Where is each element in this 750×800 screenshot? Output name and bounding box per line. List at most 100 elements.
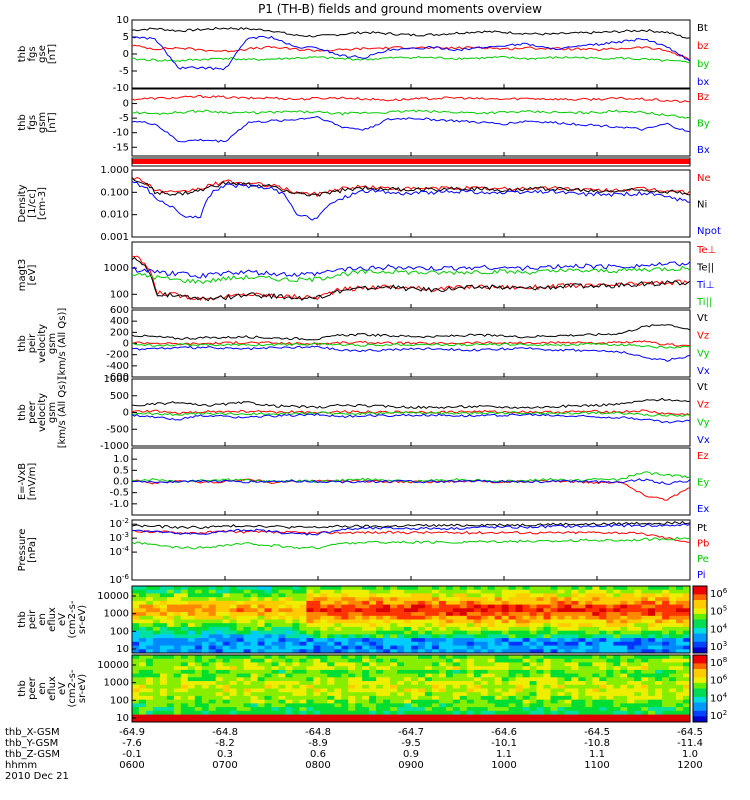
spectrogram-cell (557, 634, 565, 639)
spectrogram-cell (438, 658, 447, 663)
spectrogram-cell (487, 597, 496, 602)
spectrogram-cell (327, 626, 335, 631)
spectrogram-cell (355, 669, 363, 674)
spectrogram-cell (397, 677, 405, 682)
spectrogram-cell (501, 669, 510, 674)
ytick-label: -500 (106, 424, 129, 435)
spectrogram-cell (139, 641, 147, 646)
spectrogram-cell (438, 638, 447, 643)
spectrogram-cell (578, 699, 586, 704)
spectrogram-cell (522, 638, 530, 643)
panel-2-frame (131, 88, 691, 157)
spectrogram-cell (306, 604, 314, 609)
spectrogram-cell (634, 600, 642, 605)
spectrogram-cell (592, 669, 600, 674)
spectrogram-cell (132, 692, 140, 697)
spectrogram-cell (257, 658, 265, 663)
spectrogram-cell (676, 684, 684, 689)
spectrogram-cell (271, 604, 279, 609)
spectrogram-cell (278, 649, 286, 654)
spectrogram-cell (571, 718, 579, 723)
ytick-label: -1.0 (109, 499, 129, 510)
panel-9-ylabel: Pressure[nPa] (17, 529, 38, 572)
spectrogram-cell (257, 589, 265, 594)
spectrogram-cell (487, 662, 496, 667)
spectrogram-cell (201, 626, 210, 631)
spectrogram-cell (236, 673, 244, 678)
spectrogram-cell (480, 638, 489, 643)
spectrogram-cell (369, 630, 377, 635)
spectrogram-cell (411, 677, 419, 682)
spectrogram-cell (145, 612, 154, 617)
spectrogram-cell (571, 604, 579, 609)
spectrogram-cell (662, 649, 670, 654)
spectrogram-cell (634, 684, 642, 689)
spectrogram-cell (187, 710, 196, 715)
spectrogram-cell (152, 684, 161, 689)
spectrogram-cell (397, 641, 405, 646)
spectrogram-cell (557, 612, 565, 617)
spectrogram-cell (292, 612, 300, 617)
spectrogram-cell (173, 630, 182, 635)
spectrogram-cell (229, 684, 237, 689)
spectrogram-cell (606, 666, 614, 671)
legend-entry: Pt (697, 523, 707, 534)
spectrogram-cell (306, 703, 314, 708)
spectrogram-cell (139, 718, 147, 723)
spectrogram-cell (676, 634, 684, 639)
spectrogram-cell (397, 710, 405, 715)
spectrogram-cell (285, 626, 293, 631)
spectrogram-cell (292, 677, 300, 682)
xaxis-value: -10.8 (584, 738, 610, 749)
spectrogram-cell (152, 710, 161, 715)
spectrogram-cell (341, 586, 349, 591)
spectrogram-cell (418, 586, 426, 591)
spectrogram-cell (634, 673, 642, 678)
spectrogram-cell (215, 662, 224, 667)
spectrogram-cell (606, 626, 614, 631)
spectrogram-cell (369, 718, 377, 723)
spectrogram-cell (334, 666, 342, 671)
spectrogram-cell (271, 630, 279, 635)
spectrogram-cell (320, 703, 328, 708)
spectrogram-cell (592, 608, 600, 613)
spectrogram-cell (292, 634, 300, 639)
spectrogram-cell (139, 699, 147, 704)
spectrogram-cell (243, 669, 251, 674)
spectrogram-cell (334, 707, 342, 712)
spectrogram-cell (418, 626, 426, 631)
spectrogram-cell (515, 710, 523, 715)
spectrogram-cell (145, 669, 154, 674)
spectrogram-cell (411, 695, 419, 700)
spectrogram-cell (634, 638, 642, 643)
spectrogram-cell (452, 669, 461, 674)
spectrogram-cell (145, 688, 154, 693)
xaxis-value: 0.6 (310, 749, 326, 760)
spectrogram-cell (431, 586, 440, 591)
spectrogram-cell (669, 699, 677, 704)
spectrogram-cell (348, 586, 356, 591)
spectrogram-cell (327, 619, 335, 624)
spectrogram-cell (341, 615, 349, 620)
xaxis-value: -7.6 (122, 738, 142, 749)
colorbar-cell (693, 619, 707, 623)
spectrogram-cell (369, 619, 377, 624)
spectrogram-cell (362, 710, 370, 715)
spectrogram-cell (369, 626, 377, 631)
spectrogram-cell (606, 677, 614, 682)
spectrogram-cell (306, 710, 314, 715)
spectrogram-cell (285, 666, 293, 671)
spectrogram-cell (376, 662, 384, 667)
spectrogram-cell (669, 692, 677, 697)
spectrogram-cell (676, 703, 684, 708)
spectrogram-cell (683, 597, 691, 602)
spectrogram-cell (501, 604, 510, 609)
spectrogram-cell (676, 710, 684, 715)
spectrogram-cell (173, 673, 182, 678)
spectrogram-cell (222, 619, 231, 624)
spectrogram-cell (536, 684, 544, 689)
spectrogram-cell (376, 658, 384, 663)
spectrogram-cell (369, 612, 377, 617)
ytick-label: 10 (116, 15, 129, 26)
ytick-label: -200 (106, 350, 129, 361)
